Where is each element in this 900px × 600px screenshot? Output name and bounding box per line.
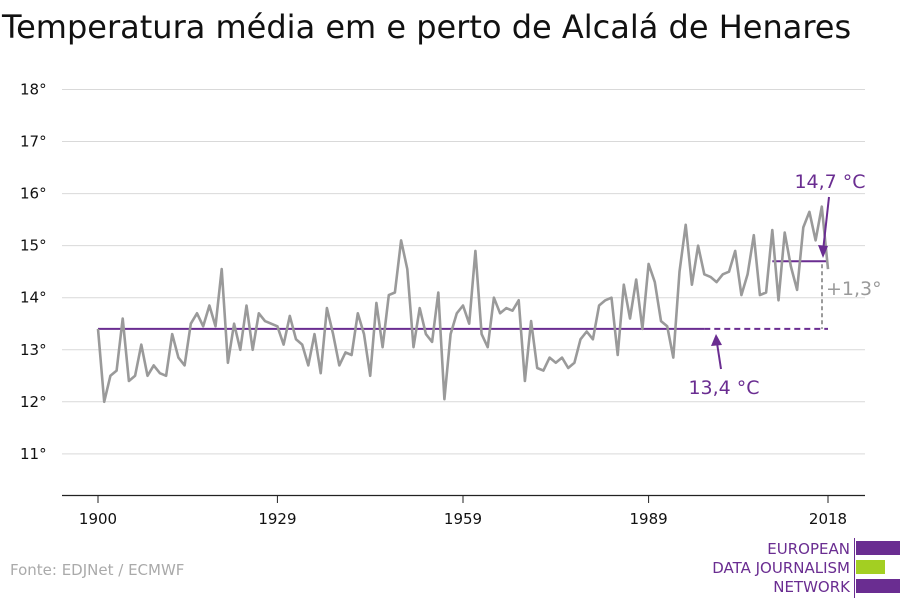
y-tick-label-12: 12° — [20, 393, 47, 411]
x-tick-label-2018: 2018 — [809, 510, 847, 528]
logo-line-3: NETWORK — [773, 578, 850, 596]
x-tick-label-1959: 1959 — [444, 510, 482, 528]
source-label: Fonte: EDJNet / ECMWF — [10, 561, 185, 579]
logo-line-2: DATA JOURNALISM — [712, 559, 850, 577]
y-tick-label-18: 18° — [20, 81, 47, 99]
y-tick-label-16: 16° — [20, 185, 47, 203]
y-tick-label-11: 11° — [20, 445, 47, 463]
recent-arrow-head — [818, 245, 828, 258]
y-tick-label-13: 13° — [20, 341, 47, 359]
logo-bar-purple-bottom — [856, 579, 900, 593]
x-axis-ticks: 1900 1929 1959 1989 2018 — [79, 495, 847, 528]
logo-bar-purple-top — [856, 541, 900, 555]
baseline-label: 13,4 °C — [688, 377, 759, 399]
y-tick-label-15: 15° — [20, 237, 47, 255]
y-tick-label-14: 14° — [20, 289, 47, 307]
x-tick-label-1989: 1989 — [629, 510, 667, 528]
difference-label: +1,3° — [826, 278, 882, 300]
temperature-series-line — [96, 205, 830, 404]
annotation-labels: 14,7 °C 13,4 °C +1,3° — [688, 171, 881, 399]
annotation-lines — [98, 260, 828, 330]
x-tick-label-1929: 1929 — [258, 510, 296, 528]
gridlines — [62, 89, 865, 455]
baseline-arrow-line — [716, 342, 722, 370]
recent-average-label: 14,7 °C — [794, 171, 865, 193]
x-tick-label-1900: 1900 — [79, 510, 117, 528]
y-tick-label-17: 17° — [20, 133, 47, 151]
logo-bar-green — [856, 560, 885, 574]
series-layer — [96, 205, 830, 404]
y-axis-ticks: 11° 12° 13° 14° 15° 16° 17° 18° — [20, 81, 47, 463]
logo-line-1: EUROPEAN — [767, 540, 850, 558]
logo-divider — [854, 538, 855, 598]
edjnet-logo: EUROPEAN DATA JOURNALISM NETWORK — [700, 538, 900, 598]
chart-title: Temperatura média em e perto de Alcalá d… — [2, 8, 852, 46]
baseline-arrow-head — [711, 334, 722, 346]
